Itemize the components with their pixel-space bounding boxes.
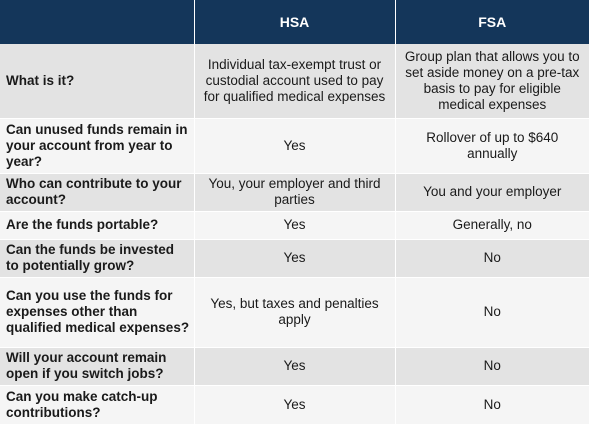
row-fsa-answer: You and your employer	[395, 173, 589, 212]
row-hsa-answer: Yes	[194, 385, 396, 425]
table-row: Can the funds be invested to potentially…	[0, 239, 589, 278]
row-fsa-answer: Rollover of up to $640 annually	[395, 118, 589, 174]
row-question: Can unused funds remain in your account …	[0, 118, 195, 174]
table-row: Can you make catch-up contributions? Yes…	[0, 385, 589, 425]
row-hsa-answer: Yes, but taxes and penalties apply	[194, 277, 396, 348]
row-fsa-answer: Generally, no	[395, 211, 589, 240]
row-question: Can you use the funds for expenses other…	[0, 277, 195, 348]
table-row: Can unused funds remain in your account …	[0, 118, 589, 174]
header-fsa: FSA	[395, 0, 589, 44]
row-hsa-answer: Yes	[194, 347, 396, 386]
row-fsa-answer: No	[395, 347, 589, 386]
header-blank-cell	[0, 0, 195, 44]
row-fsa-answer: No	[395, 385, 589, 425]
row-question: Can the funds be invested to potentially…	[0, 239, 195, 278]
row-fsa-answer: No	[395, 277, 589, 348]
row-question: What is it?	[0, 44, 195, 119]
row-hsa-answer: Yes	[194, 118, 396, 174]
table-row: What is it? Individual tax-exempt trust …	[0, 44, 589, 119]
table-row: Can you use the funds for expenses other…	[0, 277, 589, 348]
row-hsa-answer: Yes	[194, 239, 396, 278]
row-hsa-answer: You, your employer and third parties	[194, 173, 396, 212]
header-hsa: HSA	[194, 0, 396, 44]
table-row: Who can contribute to your account? You,…	[0, 173, 589, 212]
table-header-row: HSA FSA	[0, 0, 589, 44]
row-question: Who can contribute to your account?	[0, 173, 195, 212]
row-fsa-answer: No	[395, 239, 589, 278]
row-hsa-answer: Individual tax-exempt trust or custodial…	[194, 44, 396, 119]
row-hsa-answer: Yes	[194, 211, 396, 240]
row-question: Are the funds portable?	[0, 211, 195, 240]
row-question: Will your account remain open if you swi…	[0, 347, 195, 386]
table-row: Are the funds portable? Yes Generally, n…	[0, 211, 589, 240]
table-row: Will your account remain open if you swi…	[0, 347, 589, 386]
row-question: Can you make catch-up contributions?	[0, 385, 195, 425]
row-fsa-answer: Group plan that allows you to set aside …	[395, 44, 589, 119]
